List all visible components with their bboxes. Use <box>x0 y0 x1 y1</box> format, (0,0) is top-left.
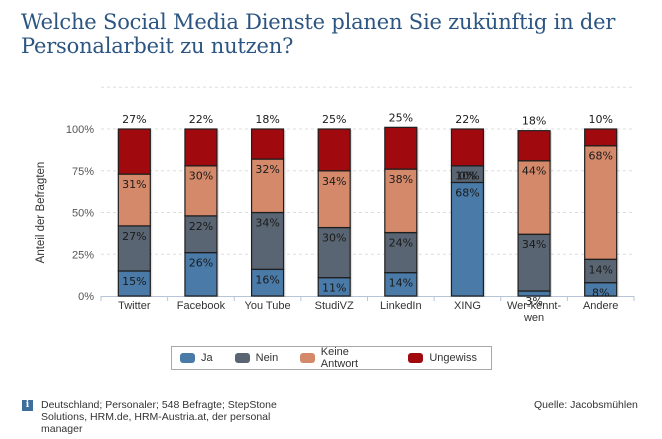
chart-legend: Ja Nein Keine Antwort Ungewiss <box>171 346 492 370</box>
bar-segment-keine-antwort[interactable] <box>517 160 551 235</box>
legend-swatch-ja <box>180 353 195 363</box>
data-label: 16% <box>255 273 279 286</box>
x-tick-label: LinkedIn <box>380 300 422 312</box>
source-text: Quelle: Jacobsmühlen <box>534 399 638 411</box>
chart-title: Welche Social Media Dienste planen Sie z… <box>21 10 616 58</box>
bar-segment-ungewiss[interactable] <box>584 128 618 147</box>
legend-item-ja[interactable]: Ja <box>180 352 213 364</box>
data-label: 34% <box>522 238 546 251</box>
data-label: 14% <box>389 277 413 290</box>
data-label: 25% <box>389 111 413 124</box>
y-tick-label: 25% <box>72 249 94 261</box>
legend-swatch-ungewiss <box>408 353 424 363</box>
legend-item-ungewiss[interactable]: Ungewiss <box>408 352 477 364</box>
y-axis-label: Anteil der Befragten <box>35 162 47 264</box>
bar-segment-ungewiss[interactable] <box>517 130 551 162</box>
legend-swatch-nein <box>234 353 250 363</box>
data-label: 14% <box>588 263 612 276</box>
y-tick-label: 75% <box>72 166 94 178</box>
data-label: 22% <box>189 220 213 233</box>
legend-label-nein: Nein <box>255 352 279 364</box>
x-tick-label: StudiVZ <box>315 300 354 312</box>
data-label: 27% <box>122 113 146 126</box>
info-icon[interactable]: i <box>22 400 33 411</box>
data-label: 31% <box>122 178 146 191</box>
legend-item-nein[interactable]: Nein <box>234 352 279 364</box>
y-tick-label: 100% <box>66 124 94 136</box>
data-label: 25% <box>322 113 346 126</box>
data-label: 10% <box>588 113 612 126</box>
bar-segment-keine-antwort[interactable] <box>317 170 351 229</box>
data-label: 34% <box>322 175 346 188</box>
data-label: 26% <box>189 257 213 270</box>
data-label: 18% <box>522 115 546 128</box>
bar-segment-ja[interactable] <box>250 268 285 297</box>
y-tick-label: 0% <box>78 291 94 303</box>
bar-segment-nein[interactable] <box>384 231 418 274</box>
bar-segment-ungewiss[interactable] <box>184 128 218 167</box>
legend-label-keine-antwort: Keine Antwort <box>320 346 359 370</box>
data-label: 22% <box>189 113 213 126</box>
bar-segment-ja[interactable] <box>184 251 218 297</box>
x-tick-label: Wer-kennt- <box>507 300 562 312</box>
footnote: i Deutschland; Personaler; 548 Befragte;… <box>22 399 312 435</box>
bar-segment-ungewiss[interactable] <box>384 126 418 170</box>
data-label: 30% <box>322 232 346 245</box>
bar-segment-nein[interactable] <box>184 215 218 254</box>
bar-segment-keine-antwort[interactable] <box>384 168 418 234</box>
data-label: 34% <box>255 217 279 230</box>
x-tick-label: Twitter <box>118 300 151 312</box>
data-label: 24% <box>389 237 413 250</box>
footnote-text: Deutschland; Personaler; 548 Befragte; S… <box>41 399 277 435</box>
legend-swatch-keine-antwort <box>300 353 315 363</box>
legend-label-ungewiss: Ungewiss <box>429 352 477 364</box>
data-label: 10% <box>455 170 479 183</box>
data-label: 44% <box>522 165 546 178</box>
legend-label-ja: Ja <box>201 352 213 364</box>
x-tick-label: wen <box>523 312 544 324</box>
data-label: 32% <box>255 163 279 176</box>
bar-segment-nein[interactable] <box>317 226 351 279</box>
x-tick-label: Facebook <box>177 300 226 312</box>
data-label: 8% <box>592 287 609 300</box>
data-label: 68% <box>455 186 479 199</box>
data-label: 68% <box>588 150 612 163</box>
bar-segment-ungewiss[interactable] <box>317 128 351 172</box>
bar-segment-ungewiss[interactable] <box>250 128 285 160</box>
bar-segment-ja[interactable] <box>450 181 485 297</box>
bar-segment-nein[interactable] <box>517 233 551 292</box>
bar-segment-keine-antwort[interactable] <box>250 158 285 214</box>
data-label: 18% <box>255 113 279 126</box>
data-label: 15% <box>122 275 146 288</box>
x-tick-label: Andere <box>583 300 618 312</box>
x-tick-label: XING <box>454 300 481 312</box>
bar-segment-keine-antwort[interactable] <box>184 165 218 217</box>
stacked-bar-chart: 0% 25% 50% 75% 100% Anteil der Befragten 15% 27… <box>35 86 635 324</box>
data-label: 22% <box>455 113 479 126</box>
data-label: 27% <box>122 230 146 243</box>
data-label: 38% <box>389 173 413 186</box>
y-tick-label: 50% <box>72 208 94 220</box>
data-label: 3% <box>525 295 542 308</box>
data-label: 30% <box>189 170 213 183</box>
bar-segment-keine-antwort[interactable] <box>584 145 618 260</box>
data-label: 11% <box>322 282 346 295</box>
data-label: 0% <box>459 170 476 183</box>
bar-segment-ungewiss[interactable] <box>117 128 151 175</box>
legend-item-keine-antwort[interactable]: Keine Antwort <box>300 346 386 370</box>
bar-segment-ungewiss[interactable] <box>450 128 485 167</box>
x-tick-label: You Tube <box>245 300 291 312</box>
